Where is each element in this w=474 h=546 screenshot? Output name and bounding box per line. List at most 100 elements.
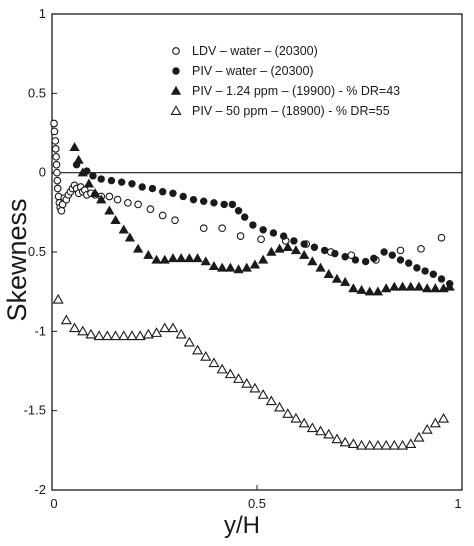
data-point	[93, 330, 105, 341]
data-point	[110, 330, 122, 341]
data-point	[52, 160, 61, 169]
data-point	[101, 330, 113, 341]
data-point	[422, 283, 433, 293]
data-point	[249, 259, 261, 269]
data-point	[52, 152, 60, 161]
data-point	[96, 194, 107, 204]
data-point	[348, 283, 359, 293]
legend-label: PIV – 50 ppm – (18900) - % DR=55	[192, 104, 390, 118]
legend-label: PIV – 1.24 ppm – (19900) - % DR=43	[192, 84, 400, 98]
data-point	[323, 428, 335, 439]
data-point	[396, 246, 405, 255]
data-point	[107, 176, 116, 185]
data-point	[89, 172, 97, 180]
data-point	[110, 215, 121, 225]
data-point	[77, 167, 88, 177]
data-point	[341, 253, 349, 261]
data-point	[430, 283, 441, 293]
data-point	[429, 270, 437, 278]
data-point	[179, 192, 187, 201]
data-point	[208, 357, 220, 368]
data-point	[282, 242, 293, 251]
data-point	[356, 284, 367, 294]
data-point	[257, 389, 269, 399]
data-point	[298, 417, 310, 428]
data-point	[364, 439, 376, 450]
data-point	[167, 253, 179, 263]
data-point	[69, 322, 81, 333]
data-point	[331, 433, 343, 444]
data-point	[444, 281, 455, 291]
y-tick-label: 0.5	[28, 244, 46, 259]
data-point	[388, 251, 396, 259]
data-point	[429, 417, 441, 428]
data-point	[331, 249, 339, 258]
data-point	[397, 439, 409, 450]
data-point	[159, 254, 170, 264]
data-point	[216, 363, 228, 374]
data-point	[151, 254, 162, 264]
data-point	[259, 226, 267, 234]
data-point	[331, 273, 343, 283]
data-point	[413, 264, 421, 272]
data-point	[388, 439, 400, 450]
x-axis-ticks: 0 0.5 1	[50, 485, 463, 511]
data-point	[417, 244, 425, 253]
data-point	[132, 243, 144, 253]
x-axis-title: y/H	[224, 512, 260, 539]
data-point	[60, 314, 72, 325]
data-point	[217, 262, 228, 272]
data-point	[189, 195, 198, 204]
data-point	[228, 200, 237, 209]
data-point	[176, 253, 187, 263]
data-point	[224, 368, 236, 379]
y-tick-label: 0	[39, 165, 46, 180]
data-point	[218, 224, 226, 233]
legend-label: LDV – water – (20300)	[192, 44, 318, 58]
data-point	[200, 351, 212, 361]
data-point	[380, 248, 388, 256]
legend-marker	[170, 105, 182, 115]
data-point	[438, 412, 450, 423]
data-point	[104, 205, 115, 215]
data-point	[105, 192, 114, 201]
data-point	[389, 281, 400, 291]
y-tick-label: -1	[34, 323, 46, 338]
data-point	[234, 207, 243, 215]
data-point	[241, 213, 249, 221]
data-point	[299, 249, 310, 259]
data-point	[134, 200, 142, 209]
legend-marker	[172, 47, 180, 55]
data-point	[146, 205, 155, 214]
data-point	[315, 425, 327, 436]
data-point	[306, 422, 318, 433]
data-point	[200, 197, 208, 205]
data-point	[347, 438, 359, 448]
data-point	[300, 240, 308, 248]
data-point	[69, 142, 80, 152]
data-point	[380, 439, 392, 450]
data-point	[257, 235, 265, 244]
data-point	[381, 283, 392, 293]
x-tick-label: 1	[454, 496, 461, 511]
series-4	[52, 293, 450, 450]
data-point	[274, 243, 285, 253]
legend: LDV – water – (20300) PIV – water – (2030…	[170, 44, 400, 118]
data-point	[236, 232, 245, 240]
data-point	[159, 188, 167, 196]
data-point	[405, 281, 416, 291]
data-point	[192, 344, 204, 355]
data-point	[208, 261, 220, 271]
data-point	[138, 183, 146, 191]
data-point	[148, 184, 157, 193]
x-tick-label: 0	[50, 496, 57, 511]
data-point	[73, 154, 84, 164]
data-point	[290, 237, 298, 245]
data-point	[171, 216, 179, 225]
legend-item: PIV – water – (20300)	[172, 64, 314, 78]
data-point	[370, 254, 378, 263]
data-point	[290, 245, 302, 255]
data-point	[437, 233, 446, 242]
data-point	[143, 249, 154, 259]
x-tick-label: 0.5	[248, 496, 266, 511]
